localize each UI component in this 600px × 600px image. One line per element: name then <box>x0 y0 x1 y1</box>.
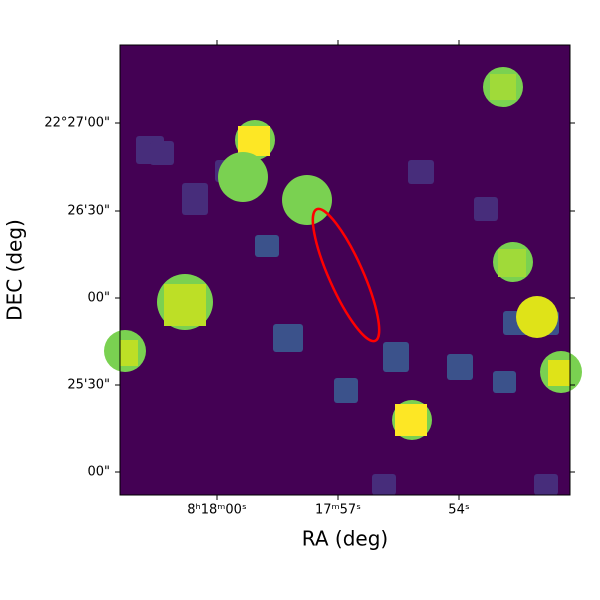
x-tick-label: 54ˢ <box>448 503 470 518</box>
aperture-ellipse <box>311 207 381 343</box>
y-tick-label: 26'30" <box>67 204 110 219</box>
bright-sources <box>104 67 582 440</box>
y-tick-label: 25'30" <box>67 378 110 393</box>
frame <box>119 44 571 496</box>
y-tick-label: 00" <box>87 291 110 306</box>
image <box>104 44 582 496</box>
y-axis-label: DEC (deg) <box>3 219 27 321</box>
y-tick-label: 22°27'00" <box>44 116 110 131</box>
faint-sources <box>136 136 558 495</box>
x-tick-label: 17ᵐ57ˢ <box>315 503 361 518</box>
y-tick-label: 00" <box>87 465 110 480</box>
x-tick-label: 8ʰ18ᵐ00ˢ <box>187 503 247 518</box>
x-axis-label: RA (deg) <box>302 527 388 551</box>
